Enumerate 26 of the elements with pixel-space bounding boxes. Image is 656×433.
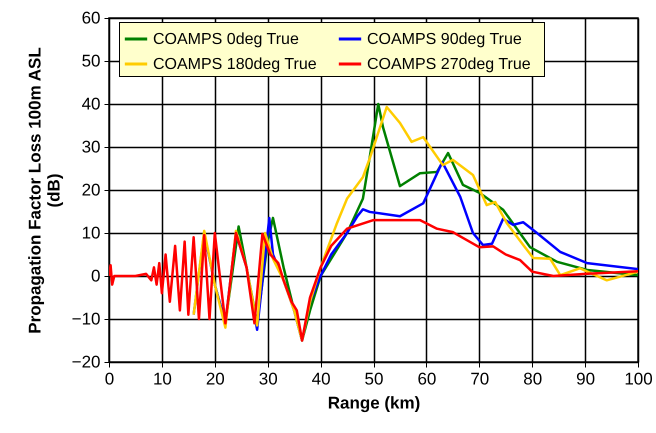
x-tick-label: 70 [470,370,490,388]
y-tick-label: 0 [91,266,100,286]
y-tick-label: 10 [82,224,100,242]
legend-label: COAMPS 270deg True [367,56,531,73]
y-tick-label: 20 [82,180,100,200]
x-tick-label: 40 [312,370,331,388]
y-tick-label: −20 [72,352,100,372]
legend-label: COAMPS 90deg True [367,31,522,48]
y-tick-label: 60 [82,8,100,28]
y-tick-label: 30 [82,138,100,156]
x-tick-label: 90 [576,370,596,388]
y-tick-label: 40 [82,94,100,114]
legend-label: COAMPS 180deg True [153,56,317,73]
x-axis-title: Range (km) [328,394,420,412]
x-tick-label: 30 [258,370,278,388]
x-tick-label: 50 [364,370,384,388]
x-tick-label: 80 [523,370,542,388]
legend-label: COAMPS 0deg True [153,31,299,48]
y-tick-label: 50 [82,52,100,70]
x-tick-label: 0 [104,370,114,388]
y-tick-label: −10 [72,310,100,328]
x-tick-label: 20 [206,370,225,388]
x-tick-label: 10 [152,370,172,388]
y-axis-title: Propagation Factor Loss 100m ASL (dB) [26,47,64,334]
x-tick-label: 60 [417,370,436,388]
x-tick-label: 100 [624,370,653,388]
